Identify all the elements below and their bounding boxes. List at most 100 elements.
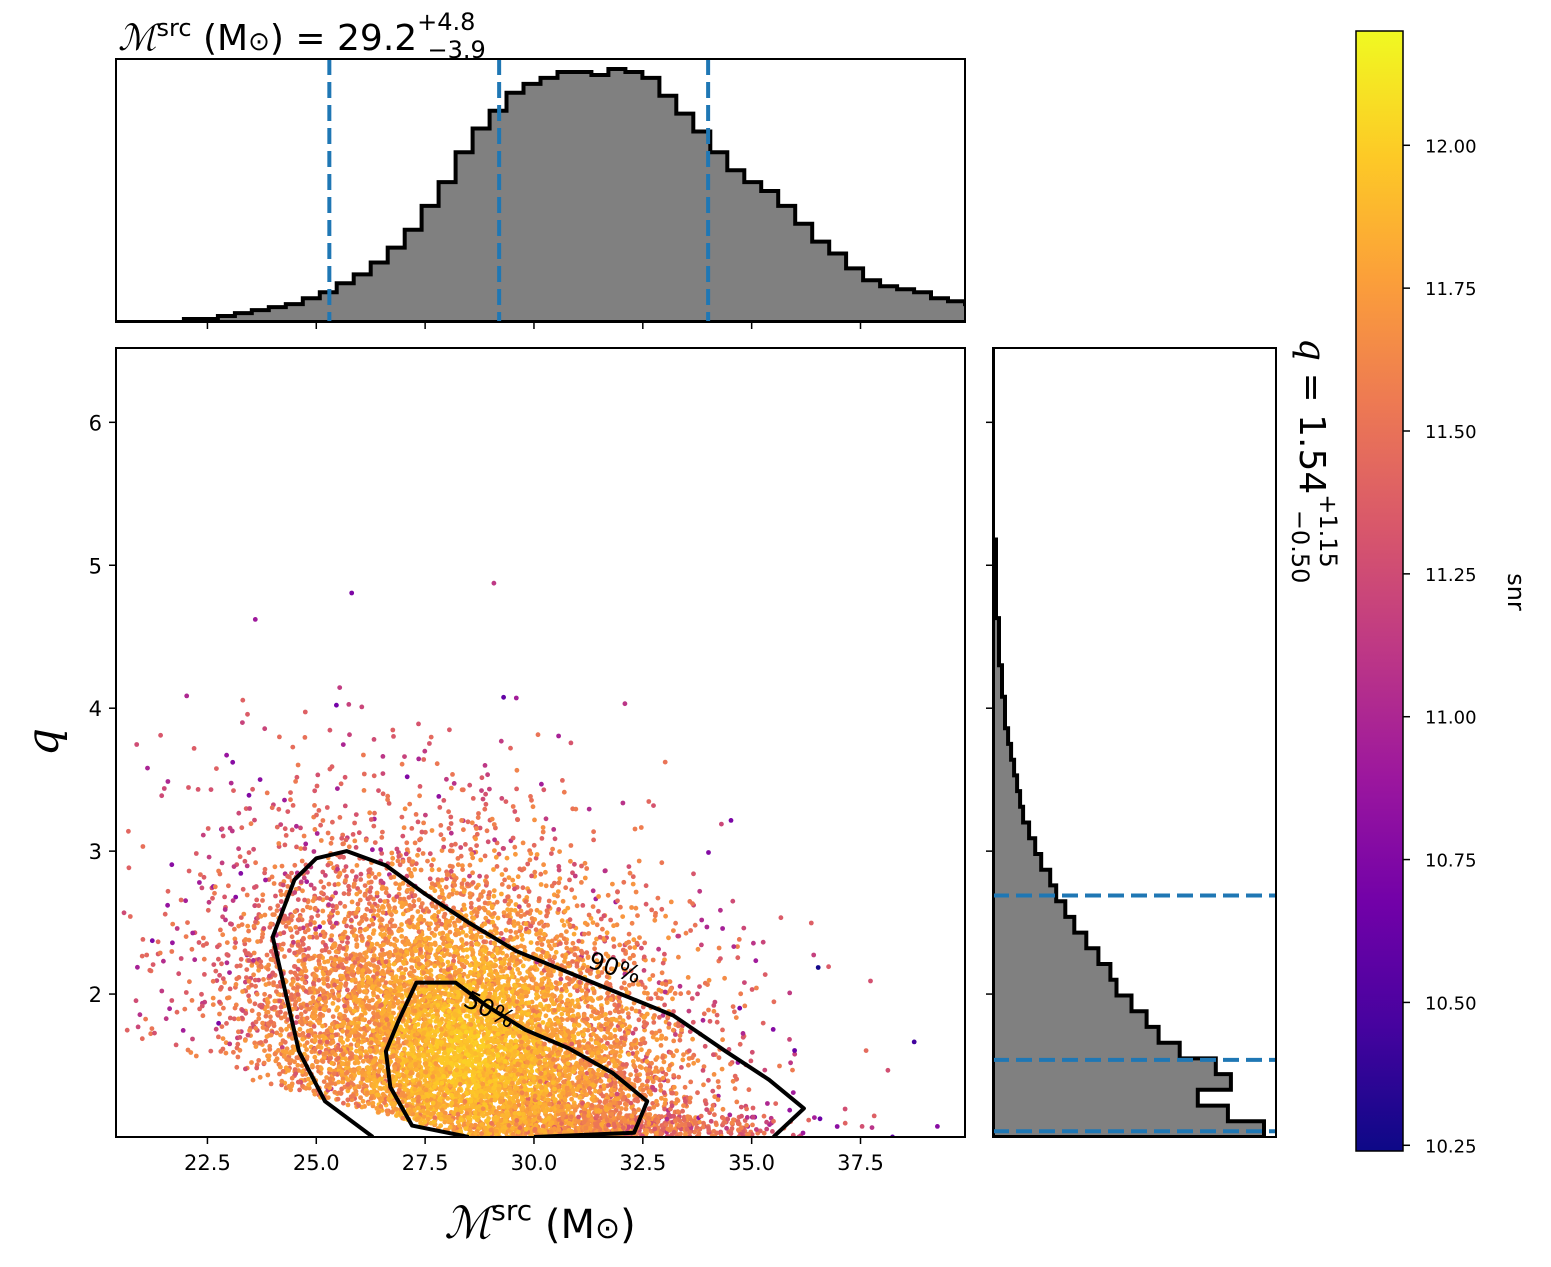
scatter-point [551, 827, 557, 832]
scatter-point [672, 991, 678, 996]
scatter-point [565, 905, 571, 911]
scatter-point [292, 909, 298, 915]
scatter-point [663, 913, 668, 919]
scatter-point [231, 1049, 236, 1055]
scatter-point [668, 899, 674, 905]
scatter-point [399, 761, 405, 767]
scatter-point [451, 953, 457, 959]
scatter-point [458, 845, 464, 850]
scatter-point [714, 1012, 720, 1018]
scatter-point [234, 963, 240, 969]
scatter-point [515, 978, 520, 983]
scatter-point [739, 1113, 744, 1119]
scatter-point [624, 1062, 629, 1067]
scatter-point [527, 1081, 533, 1087]
top-marginal-frame [115, 58, 966, 323]
scatter-point [771, 999, 777, 1005]
scatter-point [452, 882, 458, 888]
scatter-point [260, 898, 265, 903]
scatter-point [412, 840, 418, 846]
scatter-point [145, 765, 150, 771]
scatter-point [730, 1078, 736, 1084]
scatter-point [691, 871, 696, 877]
scatter-point [659, 996, 664, 1001]
scatter-point [537, 910, 543, 915]
scatter-point [330, 819, 335, 825]
scatter-point [211, 962, 217, 967]
scatter-point [353, 845, 359, 850]
scatter-point [265, 966, 271, 972]
scatter-point [671, 1084, 677, 1090]
scatter-point [336, 997, 341, 1003]
scatter-point [483, 801, 489, 807]
scatter-point [612, 1033, 618, 1039]
scatter-point [452, 931, 458, 937]
scatter-point [520, 840, 526, 846]
scatter-point [253, 983, 258, 989]
scatter-point [438, 832, 444, 838]
scatter-point [368, 1089, 374, 1095]
scatter-point [735, 944, 740, 949]
scatter-point [278, 892, 284, 898]
scatter-point [274, 908, 280, 913]
scatter-point [206, 854, 212, 860]
scatter-point [634, 1050, 640, 1055]
scatter-point [691, 1060, 697, 1066]
scatter-point [294, 844, 299, 850]
scatter-point [740, 1031, 746, 1036]
scatter-point [637, 935, 642, 940]
scatter-point [245, 923, 251, 929]
scatter-point [543, 1013, 549, 1019]
scatter-point [744, 1115, 750, 1120]
scatter-point [633, 977, 639, 983]
scatter-point [366, 1019, 372, 1025]
scatter-point [658, 1087, 664, 1093]
scatter-point [792, 1048, 797, 1053]
scatter-point [487, 786, 492, 792]
scatter-point [276, 806, 282, 812]
scatter-point [699, 917, 705, 923]
scatter-point [503, 867, 509, 873]
scatter-point [760, 1020, 766, 1026]
scatter-point [661, 1059, 667, 1065]
scatter-point [222, 907, 228, 912]
scatter-point [549, 938, 555, 944]
scatter-point [329, 933, 335, 938]
scatter-point [324, 895, 330, 901]
scatter-point [321, 884, 327, 890]
scatter-point [220, 976, 226, 982]
scatter-point [470, 796, 476, 801]
scatter-point [416, 897, 422, 903]
top-marginal-histogram [116, 59, 965, 322]
scatter-point [540, 825, 546, 830]
scatter-point [528, 851, 534, 856]
scatter-point [433, 926, 439, 932]
scatter-point [716, 1084, 722, 1090]
scatter-point [249, 1008, 255, 1014]
scatter-point [661, 1090, 667, 1096]
scatter-point [543, 816, 549, 822]
scatter-point [319, 890, 324, 896]
scatter-point [208, 1048, 214, 1054]
scatter-point [502, 877, 507, 883]
scatter-point [389, 861, 395, 867]
scatter-point [372, 810, 377, 816]
scatter-point [564, 945, 570, 951]
scatter-point [572, 1102, 577, 1108]
scatter-point [734, 1099, 740, 1105]
scatter-point [586, 806, 592, 812]
scatter-point [671, 928, 676, 933]
scatter-point [607, 1010, 613, 1016]
scatter-point [659, 970, 665, 976]
scatter-point [416, 756, 422, 762]
scatter-point [353, 952, 359, 958]
scatter-point [246, 850, 252, 855]
scatter-point [611, 944, 617, 949]
scatter-point [416, 721, 421, 727]
scatter-point [447, 929, 453, 935]
scatter-point [719, 821, 724, 827]
top-marginal-ticks [206, 322, 862, 329]
scatter-point [165, 902, 171, 908]
scatter-point [437, 805, 443, 810]
scatter-point [220, 914, 226, 920]
